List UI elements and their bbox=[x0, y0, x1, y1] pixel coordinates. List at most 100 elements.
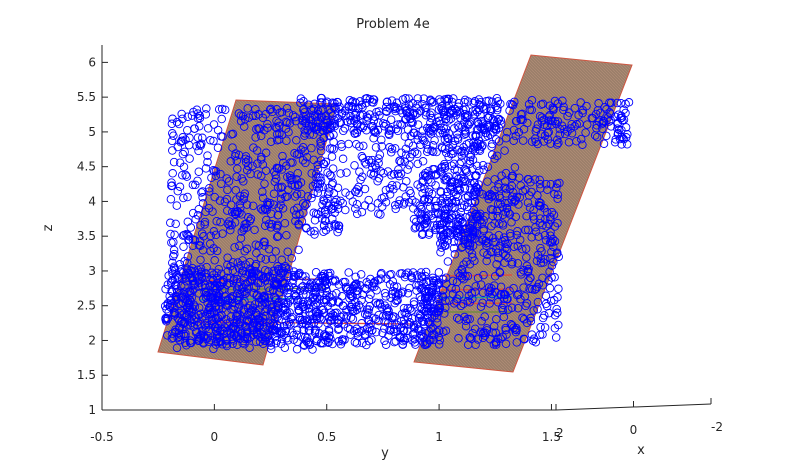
data-point bbox=[183, 112, 193, 121]
data-point bbox=[204, 326, 213, 336]
data-point bbox=[429, 122, 439, 132]
data-point bbox=[342, 305, 351, 315]
data-point bbox=[397, 120, 407, 130]
data-point bbox=[506, 320, 516, 329]
data-point bbox=[418, 135, 428, 145]
data-point bbox=[440, 235, 449, 244]
data-point bbox=[276, 329, 285, 338]
data-point bbox=[369, 95, 378, 104]
data-point bbox=[521, 225, 530, 235]
data-point bbox=[491, 328, 500, 338]
data-point bbox=[227, 304, 236, 314]
data-point bbox=[551, 333, 561, 342]
data-point bbox=[200, 287, 209, 297]
data-point bbox=[232, 311, 242, 321]
data-point bbox=[300, 315, 309, 325]
data-point bbox=[390, 298, 400, 308]
data-point bbox=[449, 187, 459, 197]
data-point bbox=[503, 253, 513, 263]
data-point bbox=[406, 189, 415, 198]
data-point bbox=[256, 204, 266, 213]
data-point bbox=[305, 311, 315, 320]
data-point bbox=[323, 189, 333, 198]
data-point bbox=[299, 302, 309, 311]
data-point bbox=[499, 294, 509, 304]
data-point bbox=[316, 137, 325, 146]
data-point bbox=[427, 125, 436, 134]
data-point bbox=[347, 98, 357, 107]
data-point bbox=[413, 135, 423, 145]
data-point bbox=[257, 171, 266, 180]
data-point bbox=[459, 174, 469, 184]
data-point bbox=[199, 294, 208, 304]
data-point bbox=[441, 326, 451, 335]
data-point bbox=[243, 104, 252, 113]
data-point bbox=[474, 180, 483, 189]
data-point bbox=[441, 124, 451, 133]
data-point bbox=[321, 115, 330, 125]
data-point bbox=[460, 130, 469, 139]
data-point bbox=[529, 306, 538, 315]
data-point bbox=[438, 291, 447, 300]
data-point bbox=[463, 297, 472, 306]
data-point bbox=[546, 139, 555, 148]
data-point bbox=[554, 252, 563, 261]
data-point bbox=[345, 324, 355, 334]
data-point bbox=[317, 314, 326, 324]
data-point bbox=[455, 159, 464, 169]
data-point bbox=[174, 329, 184, 338]
data-point bbox=[385, 143, 394, 152]
data-point bbox=[418, 126, 428, 135]
data-point bbox=[519, 265, 528, 275]
data-point bbox=[470, 146, 480, 156]
data-point bbox=[606, 98, 616, 108]
data-point bbox=[452, 297, 461, 306]
data-point bbox=[486, 130, 495, 139]
data-point bbox=[288, 278, 297, 288]
data-point bbox=[175, 182, 185, 192]
data-point bbox=[392, 181, 401, 190]
data-point bbox=[318, 182, 327, 192]
data-point bbox=[552, 183, 561, 193]
data-point bbox=[256, 131, 266, 141]
data-point bbox=[321, 209, 331, 219]
data-point bbox=[470, 143, 480, 152]
data-point bbox=[321, 296, 331, 305]
data-point bbox=[360, 283, 370, 293]
data-point bbox=[365, 323, 374, 332]
data-point bbox=[391, 106, 400, 116]
data-point bbox=[560, 129, 570, 139]
data-point bbox=[388, 320, 397, 330]
data-point bbox=[462, 140, 471, 149]
data-point bbox=[496, 334, 505, 343]
data-point bbox=[396, 157, 406, 167]
z-tick-label: 3 bbox=[88, 264, 96, 278]
data-point bbox=[473, 139, 482, 148]
z-axis-label: z bbox=[41, 224, 56, 231]
data-point bbox=[281, 299, 291, 309]
data-point bbox=[621, 99, 630, 109]
data-point bbox=[328, 111, 337, 121]
data-point bbox=[316, 173, 325, 182]
data-point bbox=[449, 159, 459, 169]
data-point bbox=[476, 280, 486, 289]
data-point bbox=[482, 326, 492, 335]
data-point bbox=[209, 344, 218, 354]
data-point bbox=[299, 112, 308, 121]
data-point bbox=[190, 280, 199, 289]
data-point bbox=[500, 290, 510, 299]
data-point bbox=[379, 169, 388, 178]
data-point bbox=[175, 158, 185, 167]
data-point bbox=[360, 184, 370, 194]
data-point bbox=[377, 268, 386, 278]
data-point bbox=[452, 313, 462, 323]
data-point bbox=[505, 229, 515, 238]
data-point bbox=[536, 198, 545, 208]
data-point bbox=[226, 225, 235, 235]
data-point bbox=[248, 111, 258, 121]
data-point bbox=[344, 103, 354, 112]
data-point bbox=[466, 333, 475, 342]
data-point bbox=[239, 122, 249, 131]
data-point bbox=[298, 142, 308, 152]
